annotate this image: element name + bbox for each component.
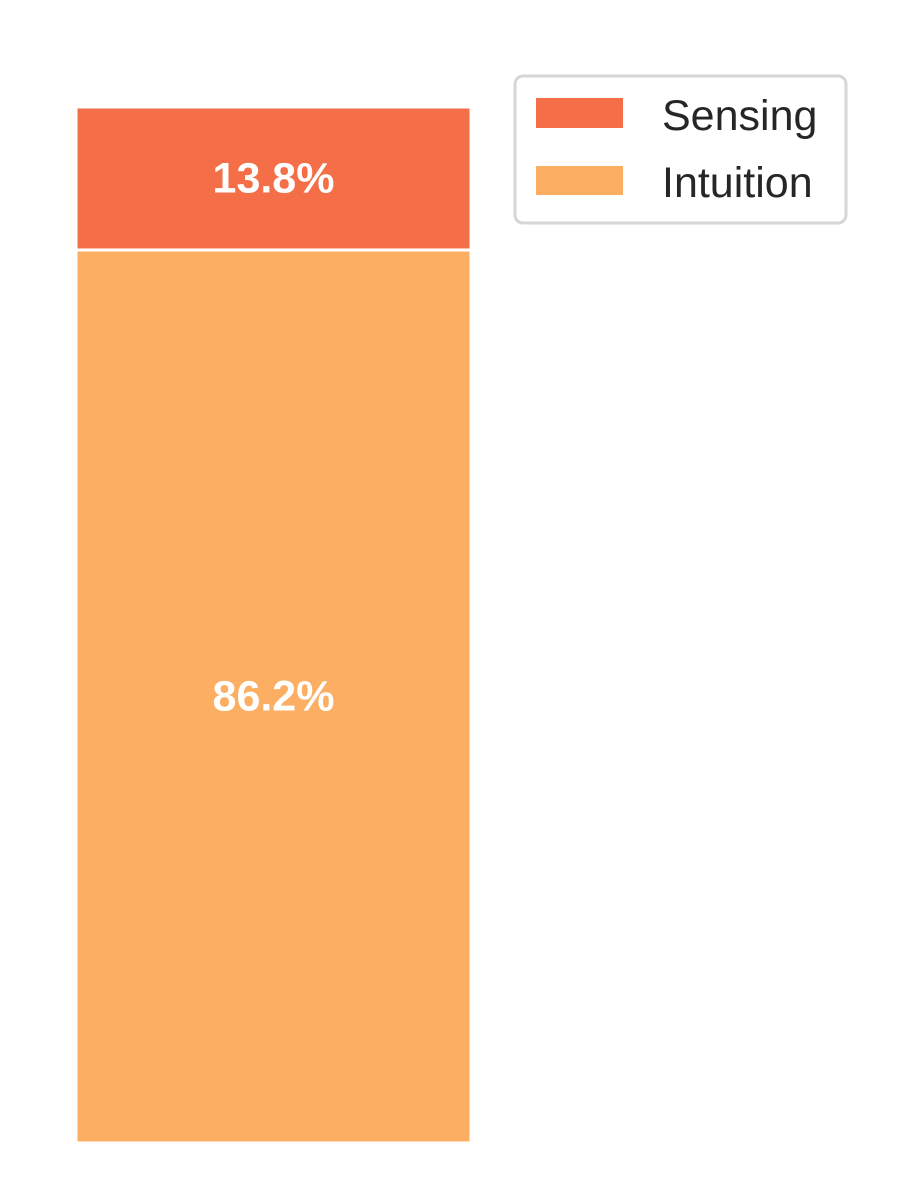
legend-swatch-intuition [536,166,623,195]
legend-label-sensing: Sensing [662,92,817,140]
bar-segment-intuition [74,248,473,1145]
legend: Sensing Intuition [513,74,848,225]
bar-segment-sensing [74,105,473,252]
bar-stack: 86.2% 13.8% [74,105,473,1145]
data-label-sensing: 13.8% [213,154,335,202]
data-label-intuition: 86.2% [213,672,335,720]
legend-swatch-sensing [536,98,623,128]
legend-label-intuition: Intuition [662,159,813,207]
